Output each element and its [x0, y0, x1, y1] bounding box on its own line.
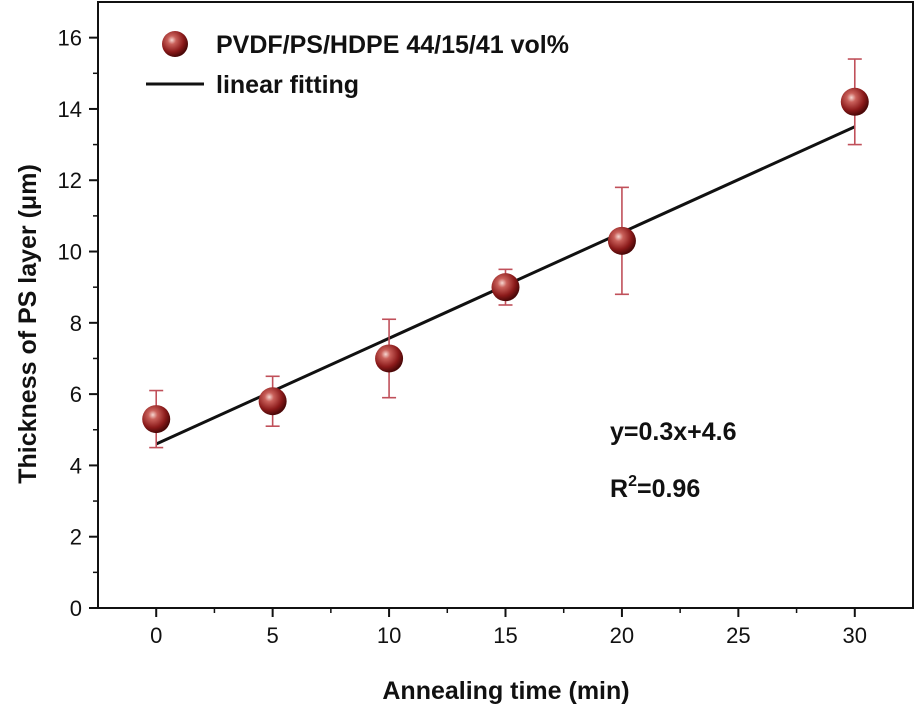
data-point: [607, 226, 636, 255]
data-point: [142, 405, 171, 434]
data-point: [491, 273, 520, 302]
data-point: [375, 344, 404, 373]
y-tick-label: 14: [58, 97, 82, 122]
y-tick-label: 10: [58, 240, 82, 265]
y-tick-label: 0: [70, 596, 82, 621]
y-tick-label: 6: [70, 382, 82, 407]
x-tick-label: 10: [377, 623, 401, 648]
y-tick-label: 12: [58, 168, 82, 193]
legend-marker-scatter: [162, 31, 188, 57]
x-tick-label: 15: [493, 623, 517, 648]
legend-label-line: linear fitting: [216, 71, 359, 99]
error-bars: [149, 58, 862, 449]
data-point: [258, 387, 287, 416]
y-axis-title: Thickness of PS layer (μm): [14, 164, 42, 484]
x-tick-label: 20: [610, 623, 634, 648]
r-squared-annotation: R2=0.96: [610, 473, 700, 503]
y-tick-label: 16: [58, 26, 82, 51]
r-squared-superscript: 2: [628, 473, 637, 490]
legend: PVDF/PS/HDPE 44/15/41 vol% linear fittin…: [146, 31, 569, 99]
legend-label-scatter: PVDF/PS/HDPE 44/15/41 vol%: [216, 31, 569, 59]
x-axis-title: Annealing time (min): [382, 677, 629, 705]
y-tick-label: 8: [70, 311, 82, 336]
y-axis: 0 2 4 6 8 10 12 14 16: [58, 26, 98, 621]
y-tick-label: 4: [70, 453, 82, 478]
y-tick-label: 2: [70, 525, 82, 550]
x-tick-label: 0: [150, 623, 162, 648]
x-tick-label: 30: [843, 623, 867, 648]
data-points: [142, 87, 869, 434]
data-point: [840, 87, 869, 116]
equation-annotation: y=0.3x+4.6: [610, 418, 737, 446]
r-squared-base: R: [610, 475, 628, 503]
x-tick-label: 5: [267, 623, 279, 648]
x-axis: 0 5 10 15 20 25 30: [150, 608, 867, 648]
r-squared-value: =0.96: [637, 475, 700, 503]
x-tick-label: 25: [726, 623, 750, 648]
